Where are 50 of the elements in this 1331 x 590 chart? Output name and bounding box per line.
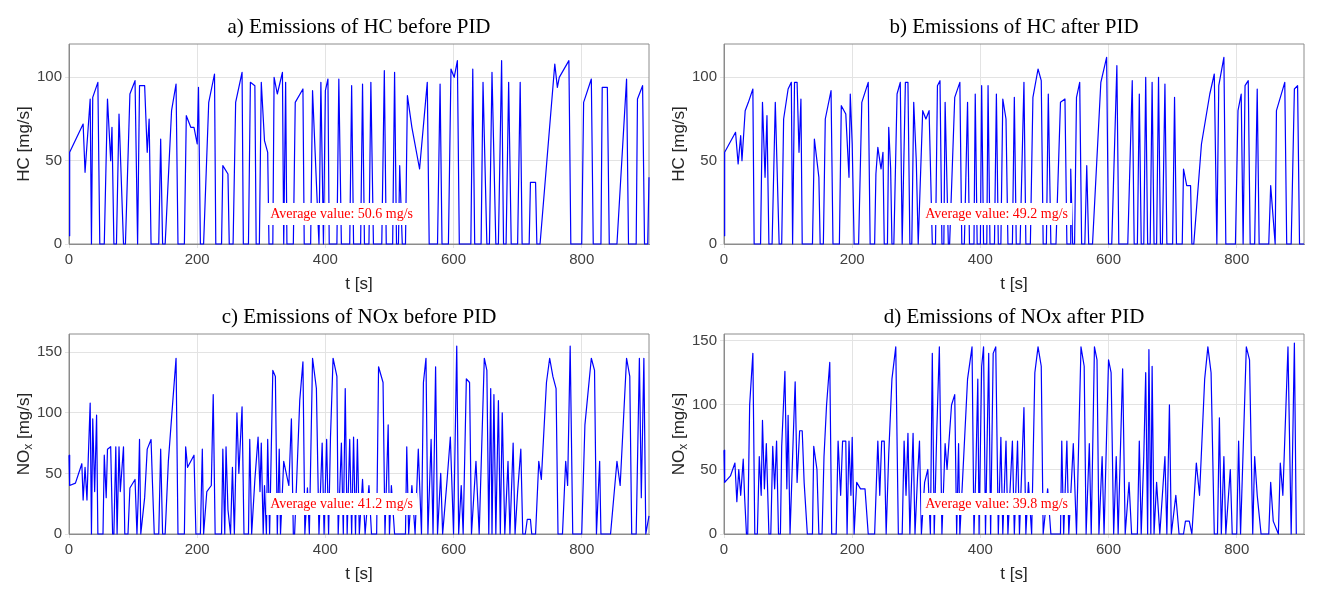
y-tick-label: 50	[700, 150, 718, 168]
y-axis-title: HC [mg/s]	[668, 106, 688, 182]
y-tick-label: 100	[692, 67, 718, 85]
y-tick-label: 0	[708, 524, 718, 542]
x-tick-label: 600	[441, 250, 467, 268]
x-axis-title: t [s]	[345, 273, 373, 293]
x-tick-label: 800	[1224, 540, 1250, 558]
x-tick-label: 600	[1096, 540, 1122, 558]
x-tick-label: 200	[184, 250, 210, 268]
x-tick-label: 800	[569, 540, 595, 558]
y-axis-title: NOx [mg/s]	[668, 392, 691, 476]
x-tick-label: 400	[312, 250, 338, 268]
y-axis-title: NOx [mg/s]	[13, 392, 36, 476]
x-tick-label: 800	[1224, 250, 1250, 268]
x-tick-label: 600	[1096, 250, 1122, 268]
y-tick-label: 0	[708, 234, 718, 252]
chart-title: b) Emissions of HC after PID	[889, 13, 1139, 38]
x-axis-title: t [s]	[345, 563, 373, 583]
annotation: Average value: 49.2 mg/s	[925, 205, 1069, 221]
y-tick-label: 100	[692, 395, 718, 413]
y-tick-label: 100	[37, 67, 63, 85]
y-tick-label: 100	[37, 402, 63, 420]
x-tick-label: 600	[441, 540, 467, 558]
chart-title: d) Emissions of NOx after PID	[883, 303, 1145, 328]
x-axis-title: t [s]	[1000, 273, 1028, 293]
y-tick-label: 50	[45, 150, 63, 168]
x-axis-title: t [s]	[1000, 563, 1028, 583]
x-tick-label: 200	[839, 540, 865, 558]
y-tick-label: 0	[53, 524, 63, 542]
y-tick-label: 50	[700, 459, 718, 477]
x-tick-label: 0	[719, 250, 729, 268]
y-tick-label: 150	[692, 330, 718, 348]
x-tick-label: 200	[839, 250, 865, 268]
x-tick-label: 400	[312, 540, 338, 558]
y-tick-label: 0	[53, 234, 63, 252]
y-axis-title: HC [mg/s]	[13, 106, 33, 182]
y-tick-label: 50	[45, 463, 63, 481]
y-tick-label: 150	[37, 342, 63, 360]
annotation: Average value: 41.2 mg/s	[270, 495, 414, 511]
x-tick-label: 0	[64, 540, 74, 558]
x-tick-label: 400	[967, 250, 993, 268]
chart-title: c) Emissions of NOx before PID	[221, 303, 497, 328]
x-tick-label: 0	[64, 250, 74, 268]
x-tick-label: 400	[967, 540, 993, 558]
x-tick-label: 200	[184, 540, 210, 558]
annotation: Average value: 39.8 mg/s	[925, 495, 1069, 511]
x-tick-label: 800	[569, 250, 595, 268]
chart-title: a) Emissions of HC before PID	[227, 13, 491, 38]
x-tick-label: 0	[719, 540, 729, 558]
annotation: Average value: 50.6 mg/s	[270, 205, 414, 221]
